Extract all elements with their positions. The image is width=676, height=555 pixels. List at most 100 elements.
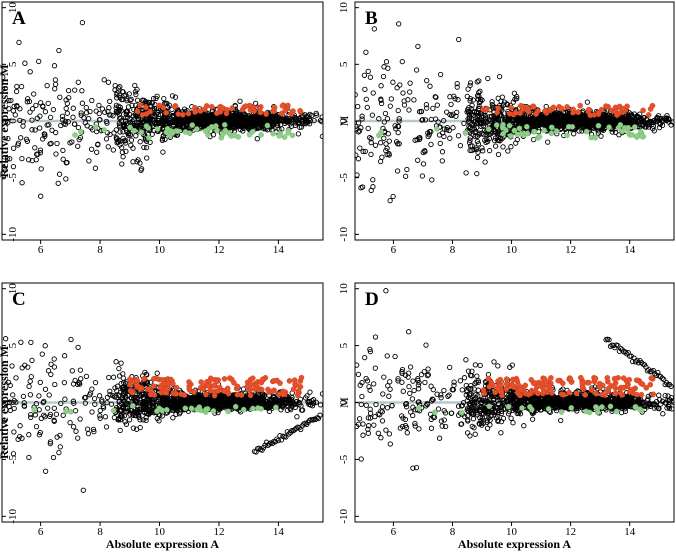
up-regulated-point — [134, 377, 140, 384]
y-axis-title: Relative expression M — [0, 64, 11, 177]
gene-point — [467, 135, 473, 141]
gene-point — [497, 138, 503, 144]
gene-point — [87, 392, 93, 398]
gene-point — [85, 115, 92, 122]
gene-point — [118, 360, 124, 366]
gene-point — [57, 444, 63, 450]
gene-point — [606, 115, 613, 122]
gene-point — [143, 144, 150, 151]
gene-point — [551, 119, 557, 126]
gene-point — [386, 138, 392, 144]
gene-point — [440, 118, 447, 124]
gene-point — [467, 82, 473, 89]
up-regulated-point — [234, 383, 241, 390]
gene-point — [451, 93, 457, 99]
gene-point — [22, 60, 28, 66]
gene-point — [42, 343, 48, 349]
down-regulated-point — [189, 122, 196, 128]
gene-point — [166, 102, 172, 108]
up-regulated-point — [159, 377, 166, 383]
gene-point — [496, 73, 503, 80]
up-regulated-point — [211, 382, 217, 389]
up-regulated-point — [137, 386, 144, 392]
gene-point — [254, 125, 260, 131]
gene-point — [138, 166, 145, 172]
gene-point — [53, 129, 59, 136]
gene-point — [368, 151, 374, 158]
gene-point — [355, 129, 362, 135]
down-regulated-point — [231, 132, 238, 139]
gene-point — [102, 109, 108, 115]
gene-point — [355, 156, 362, 162]
gene-point — [44, 82, 50, 89]
down-regulated-point — [182, 129, 189, 135]
up-regulated-point — [512, 109, 519, 116]
down-regulated-point — [595, 122, 602, 129]
up-regulated-point — [269, 388, 276, 395]
gene-point — [313, 110, 319, 117]
gene-point — [135, 157, 141, 163]
down-regulated-point — [93, 124, 99, 130]
gene-point — [357, 145, 363, 151]
up-regulated-point — [181, 392, 188, 398]
gene-point — [51, 364, 58, 370]
up-regulated-point — [614, 112, 620, 118]
gene-point — [52, 81, 59, 88]
gene-point — [437, 71, 444, 78]
x-tick-label: 8 — [97, 244, 103, 256]
down-regulated-point — [214, 127, 220, 134]
gene-point — [18, 83, 25, 90]
gene-point — [134, 97, 141, 103]
gene-point — [370, 177, 376, 183]
panel-label: B — [365, 8, 378, 29]
gene-point — [471, 108, 478, 115]
gene-point — [396, 116, 402, 122]
y-tick-label: 5 — [338, 61, 350, 67]
gene-point — [122, 419, 128, 425]
gene-point — [63, 105, 69, 112]
y-axis-title: M — [337, 115, 351, 126]
y-tick-label: -10 — [338, 227, 350, 242]
gene-point — [643, 116, 650, 123]
gene-point — [160, 396, 166, 402]
gene-point — [13, 375, 19, 381]
gene-point — [504, 102, 511, 108]
gene-point — [265, 117, 271, 123]
x-tick-label: 8 — [97, 526, 103, 538]
gene-point — [130, 425, 137, 431]
up-regulated-point — [645, 112, 652, 118]
gene-point — [2, 336, 9, 342]
gene-point — [369, 112, 376, 118]
gene-point — [123, 137, 129, 144]
down-regulated-point — [258, 132, 264, 138]
gene-point — [177, 409, 183, 415]
down-regulated-point — [202, 128, 209, 134]
gene-point — [368, 187, 374, 194]
gene-point — [72, 408, 79, 414]
gene-point — [75, 79, 81, 85]
down-regulated-point — [182, 405, 189, 412]
gene-point — [60, 412, 66, 418]
y-axis-title: Relative expression M — [0, 346, 11, 459]
gene-point — [295, 120, 301, 126]
down-regulated-point — [246, 131, 253, 138]
gene-point — [31, 91, 37, 97]
gene-point — [127, 116, 133, 122]
down-regulated-point — [592, 134, 599, 141]
gene-point — [77, 416, 83, 422]
down-regulated-point — [493, 122, 500, 128]
gene-point — [501, 116, 508, 123]
gene-point — [248, 120, 255, 126]
down-regulated-point — [143, 123, 150, 129]
up-regulated-point — [484, 105, 490, 112]
gene-point — [71, 121, 78, 127]
gene-point — [17, 117, 23, 124]
down-regulated-point — [221, 122, 228, 128]
gene-point — [492, 143, 499, 149]
gene-point — [124, 129, 130, 136]
gene-point — [124, 108, 130, 114]
gene-point — [147, 398, 153, 405]
gene-point — [401, 102, 408, 108]
